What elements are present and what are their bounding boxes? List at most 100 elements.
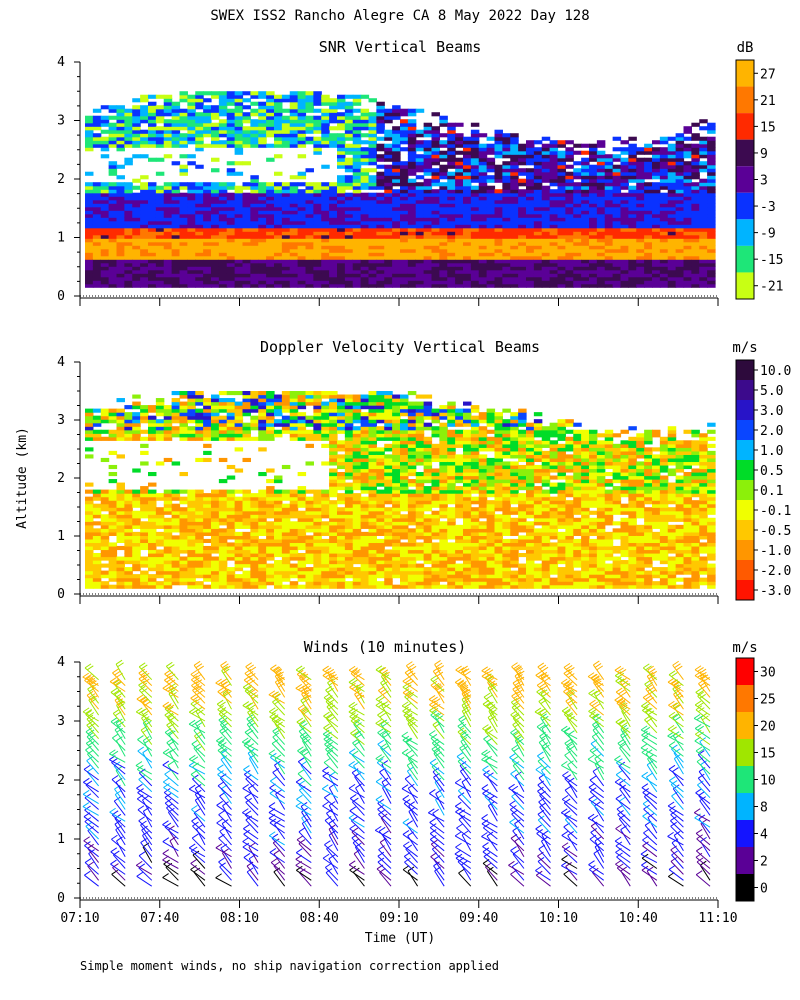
snr-cell [218, 94, 228, 99]
doppler-cell [313, 394, 322, 399]
doppler-cell [218, 514, 228, 519]
doppler-cell [274, 563, 283, 568]
snr-cell [549, 213, 559, 218]
snr-cell [447, 280, 456, 285]
snr-cell [155, 192, 165, 197]
snr-cell [675, 157, 685, 162]
doppler-cell [305, 545, 314, 551]
snr-cell [612, 199, 622, 204]
snr-cell [274, 241, 283, 246]
doppler-cell [242, 549, 251, 554]
doppler-cell [92, 422, 102, 427]
snr-cell [337, 105, 346, 110]
doppler-cell [124, 528, 133, 533]
doppler-cell [179, 500, 188, 505]
snr-cell [195, 129, 204, 134]
doppler-cell [100, 415, 110, 420]
snr-cell [360, 273, 370, 278]
snr-cell [533, 199, 543, 204]
snr-cell [683, 182, 692, 187]
snr-cell [581, 161, 590, 166]
snr-cell [281, 283, 291, 288]
doppler-cell [274, 521, 283, 526]
snr-cell [683, 252, 692, 257]
snr-cell [628, 245, 637, 250]
snr-cell [132, 199, 141, 204]
snr-cell [258, 122, 267, 127]
doppler-cell [155, 422, 165, 427]
snr-cell [100, 182, 110, 187]
snr-cell [384, 147, 393, 152]
snr-cell [533, 150, 543, 155]
snr-cell [667, 262, 677, 267]
snr-cell [108, 217, 118, 222]
snr-cell [707, 245, 716, 250]
snr-cell [392, 280, 401, 285]
snr-cell [266, 101, 275, 106]
snr-cell [321, 241, 330, 246]
snr-cell [344, 143, 354, 148]
snr-cell [274, 266, 283, 271]
doppler-cell [289, 500, 299, 505]
snr-cell [400, 199, 409, 204]
snr-cell [400, 213, 409, 218]
doppler-cell [297, 560, 307, 565]
doppler-cell [179, 528, 188, 533]
snr-cell [533, 168, 543, 173]
snr-cell [187, 196, 196, 201]
doppler-cell [250, 552, 259, 558]
snr-cell [604, 259, 614, 264]
snr-cell [400, 245, 409, 250]
doppler-cell [266, 436, 275, 441]
snr-cell [407, 255, 417, 260]
snr-cell [384, 213, 393, 218]
snr-cell [297, 252, 307, 257]
snr-cell [344, 238, 354, 243]
snr-cell [628, 262, 637, 267]
doppler-cell [85, 577, 94, 582]
doppler-cell [344, 581, 354, 586]
snr-cell [526, 140, 535, 145]
doppler-cell [148, 552, 157, 558]
snr-cell [636, 269, 645, 274]
snr-cell [439, 259, 448, 264]
snr-cell [699, 189, 708, 194]
snr-cell [533, 280, 543, 285]
doppler-cell [195, 436, 204, 441]
doppler-cell [108, 408, 118, 413]
snr-cell [321, 238, 330, 243]
snr-cell [226, 276, 236, 281]
snr-cell [258, 143, 267, 148]
doppler-cell [234, 556, 244, 561]
snr-cell [400, 168, 409, 173]
snr-cell [321, 255, 330, 260]
doppler-cell [226, 419, 236, 424]
snr-cell [163, 136, 173, 141]
snr-cell [234, 283, 244, 288]
snr-cell [352, 122, 362, 127]
snr-cell [274, 122, 283, 127]
snr-cell [100, 255, 110, 260]
snr-cell [652, 161, 661, 166]
doppler-cell [250, 398, 259, 403]
doppler-cell [179, 563, 188, 568]
doppler-cell [289, 405, 299, 410]
snr-cell [305, 245, 314, 250]
snr-cell [171, 273, 181, 278]
doppler-cell [108, 493, 118, 498]
snr-cell [439, 227, 448, 232]
snr-cell [407, 217, 417, 222]
snr-cell [218, 280, 228, 285]
snr-cell [636, 220, 645, 225]
doppler-cell [281, 419, 291, 424]
doppler-cell [179, 538, 188, 544]
snr-cell [305, 269, 314, 274]
snr-cell [92, 210, 102, 215]
doppler-cell [321, 545, 330, 551]
snr-cell [644, 192, 653, 197]
doppler-cell [352, 447, 362, 452]
doppler-cell [218, 405, 228, 410]
snr-cell [707, 154, 716, 159]
snr-cell [132, 266, 141, 271]
doppler-cell [337, 464, 346, 470]
